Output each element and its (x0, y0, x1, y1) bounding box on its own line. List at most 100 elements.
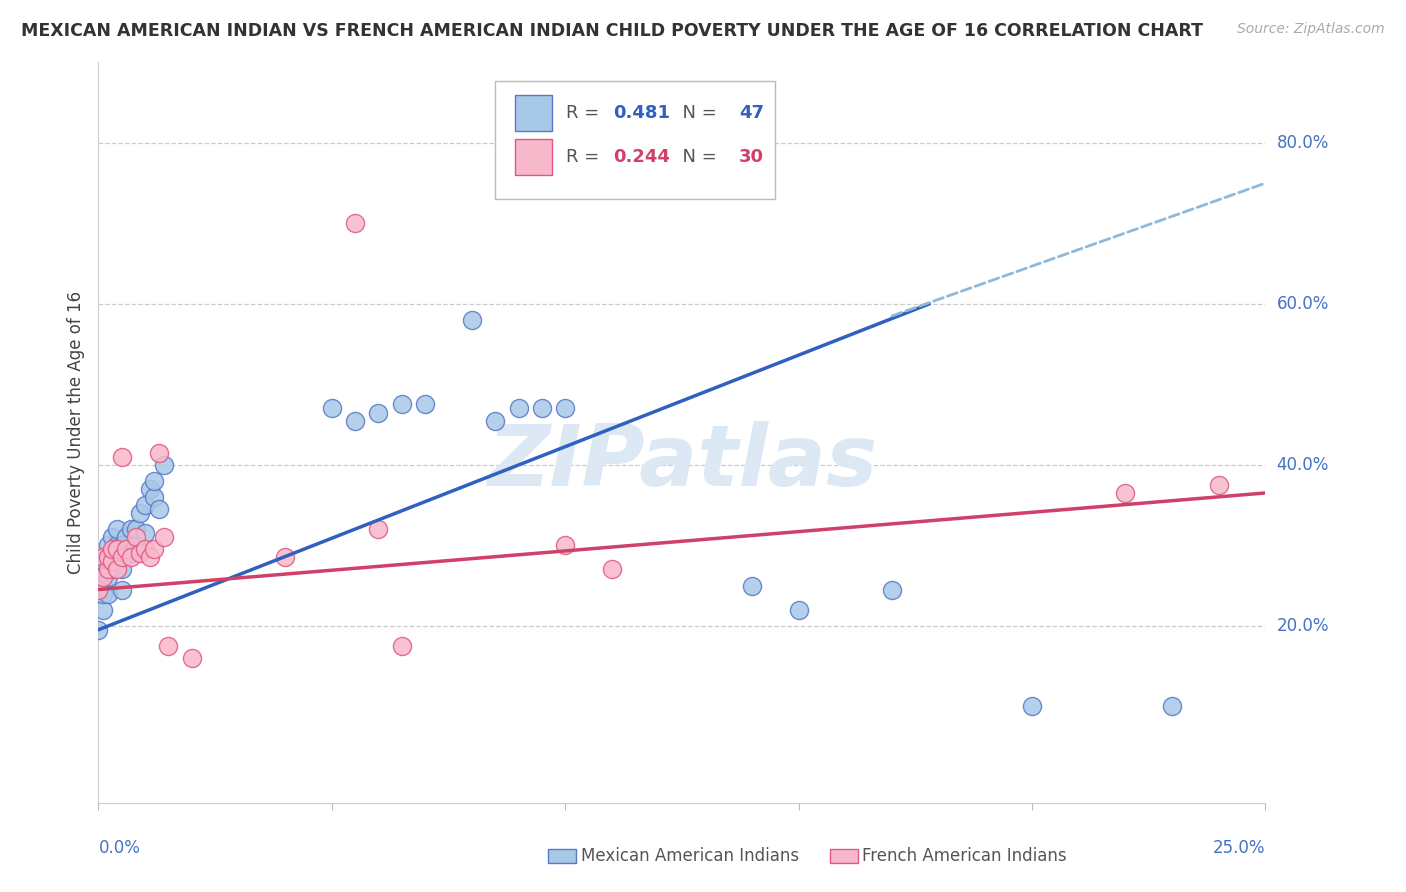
Text: 40.0%: 40.0% (1277, 456, 1329, 474)
Point (91, 570, 114, 584)
Text: 47: 47 (740, 103, 763, 122)
Point (97, 586, 120, 600)
Point (461, 313, 484, 327)
Point (115, 530, 138, 544)
Point (134, 542, 156, 557)
Point (180, 651, 202, 665)
Point (143, 542, 166, 557)
Point (111, 582, 134, 597)
Text: 0.481: 0.481 (613, 103, 671, 122)
Point (115, 542, 138, 557)
FancyBboxPatch shape (515, 95, 553, 130)
Point (97, 554, 120, 568)
Text: Mexican American Indians: Mexican American Indians (581, 847, 799, 865)
Point (105, 522, 128, 536)
Text: N =: N = (672, 148, 723, 166)
Point (139, 482, 162, 496)
Y-axis label: Child Poverty Under the Age of 16: Child Poverty Under the Age of 16 (66, 291, 84, 574)
Point (97, 550, 120, 565)
Point (91, 554, 114, 568)
Text: 0.244: 0.244 (613, 148, 669, 166)
Point (97, 538, 120, 552)
Point (97, 562, 120, 576)
Point (274, 550, 297, 565)
Point (139, 550, 162, 565)
Point (391, 639, 413, 653)
Point (484, 413, 506, 427)
Point (1208, 478, 1230, 492)
Point (101, 554, 124, 568)
Point (91, 586, 114, 600)
Point (741, 578, 763, 592)
Point (787, 602, 810, 616)
Point (344, 413, 367, 427)
Point (152, 530, 174, 544)
Point (111, 450, 134, 464)
Text: 30: 30 (740, 148, 763, 166)
Point (367, 405, 389, 419)
FancyBboxPatch shape (515, 139, 553, 175)
Point (134, 498, 156, 512)
Point (105, 554, 128, 568)
Point (101, 542, 124, 557)
Point (134, 526, 156, 541)
Text: Source: ZipAtlas.com: Source: ZipAtlas.com (1237, 22, 1385, 37)
Point (120, 546, 142, 560)
Point (148, 502, 170, 516)
Point (321, 401, 343, 416)
Point (111, 538, 134, 552)
Point (120, 550, 142, 565)
Point (91, 602, 114, 616)
Point (1021, 699, 1043, 714)
Point (115, 542, 138, 557)
Point (143, 474, 166, 488)
Text: 0.0%: 0.0% (98, 838, 141, 857)
Point (87, 582, 110, 597)
Point (391, 397, 413, 411)
Text: 60.0%: 60.0% (1277, 295, 1329, 313)
Point (91, 570, 114, 584)
Point (97, 570, 120, 584)
Point (554, 538, 576, 552)
Point (157, 639, 180, 653)
Text: 20.0%: 20.0% (1277, 616, 1329, 635)
Point (152, 458, 174, 472)
Text: 80.0%: 80.0% (1277, 134, 1329, 152)
Point (125, 530, 148, 544)
Point (1161, 699, 1184, 714)
Point (508, 401, 530, 416)
Point (91, 550, 114, 565)
Point (367, 522, 389, 536)
Point (129, 506, 152, 520)
Point (120, 522, 142, 536)
Point (101, 530, 124, 544)
Point (129, 546, 152, 560)
Point (148, 446, 170, 460)
Point (105, 538, 128, 552)
Text: R =: R = (567, 103, 606, 122)
Point (111, 562, 134, 576)
Text: ZIPatlas: ZIPatlas (486, 421, 877, 504)
Text: 25.0%: 25.0% (1213, 838, 1265, 857)
Point (125, 538, 148, 552)
Point (1114, 486, 1136, 500)
Point (600, 562, 623, 576)
FancyBboxPatch shape (495, 81, 775, 200)
Point (101, 546, 124, 560)
Text: N =: N = (672, 103, 723, 122)
Point (530, 401, 553, 416)
Point (143, 490, 166, 504)
Point (105, 562, 128, 576)
Point (101, 562, 124, 576)
Point (125, 522, 148, 536)
Point (111, 550, 134, 565)
Point (87, 623, 110, 637)
Text: R =: R = (567, 148, 606, 166)
Point (554, 401, 576, 416)
Point (880, 582, 903, 597)
Point (105, 542, 128, 557)
Point (344, 216, 367, 230)
Text: MEXICAN AMERICAN INDIAN VS FRENCH AMERICAN INDIAN CHILD POVERTY UNDER THE AGE OF: MEXICAN AMERICAN INDIAN VS FRENCH AMERIC… (21, 22, 1202, 40)
Point (413, 397, 436, 411)
Text: French American Indians: French American Indians (862, 847, 1067, 865)
